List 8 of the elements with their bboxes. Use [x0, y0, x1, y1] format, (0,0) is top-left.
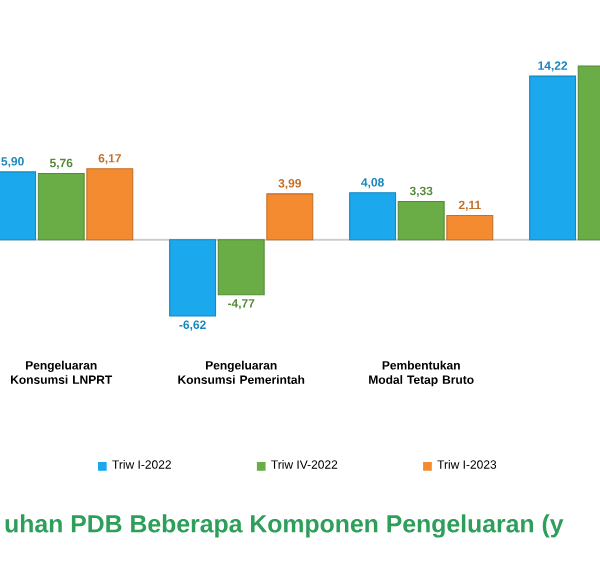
bar	[266, 193, 314, 241]
text: uhan PDB Beberapa Komponen Pengeluaran (y	[5, 514, 564, 538]
bar	[397, 200, 445, 241]
bar	[446, 214, 494, 241]
bar	[169, 239, 217, 317]
bar	[349, 192, 397, 241]
bar	[217, 239, 265, 296]
bar	[86, 168, 134, 241]
